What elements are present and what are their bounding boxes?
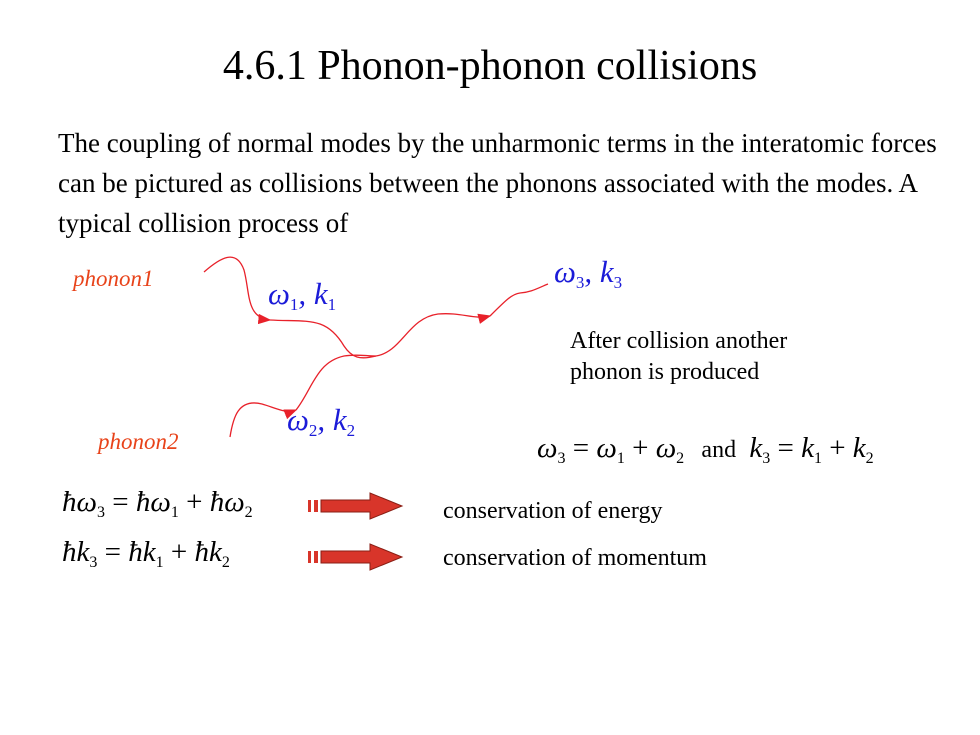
mode1-symbol: ω1, k1: [268, 276, 337, 314]
energy-equation: ħω3 = ħω1 + ħω2: [62, 486, 253, 521]
momentum-arrow-icon: [308, 543, 404, 571]
momentum-equation: ħk3 = ħk1 + ħk2: [62, 536, 230, 571]
phonon2-label: phonon2: [98, 429, 179, 454]
mode3-symbol: ω3, k3: [554, 254, 623, 292]
frequency-wavevector-relation: ω3 = ω1 + ω2 and k3 = k1 + k2: [537, 432, 874, 467]
phonon1-label: phonon1: [73, 266, 154, 291]
phonon3-path-continued: [489, 283, 549, 317]
intro-paragraph: The coupling of normal modes by the unha…: [58, 128, 937, 238]
phonon2-path-continued: [295, 354, 377, 411]
after-collision-note: After collision another phonon is produc…: [570, 328, 788, 385]
energy-conservation-label: conservation of energy: [443, 498, 663, 524]
phonon2-path: [229, 402, 298, 438]
phonon1-path: [203, 256, 272, 325]
phonon1-path-continued: [269, 319, 377, 359]
mode2-symbol: ω2, k2: [287, 402, 356, 440]
slide-title: 4.6.1 Phonon-phonon collisions: [222, 43, 758, 89]
phonon3-path: [375, 313, 492, 357]
momentum-conservation-label: conservation of momentum: [443, 545, 707, 571]
energy-arrow-icon: [308, 492, 404, 520]
